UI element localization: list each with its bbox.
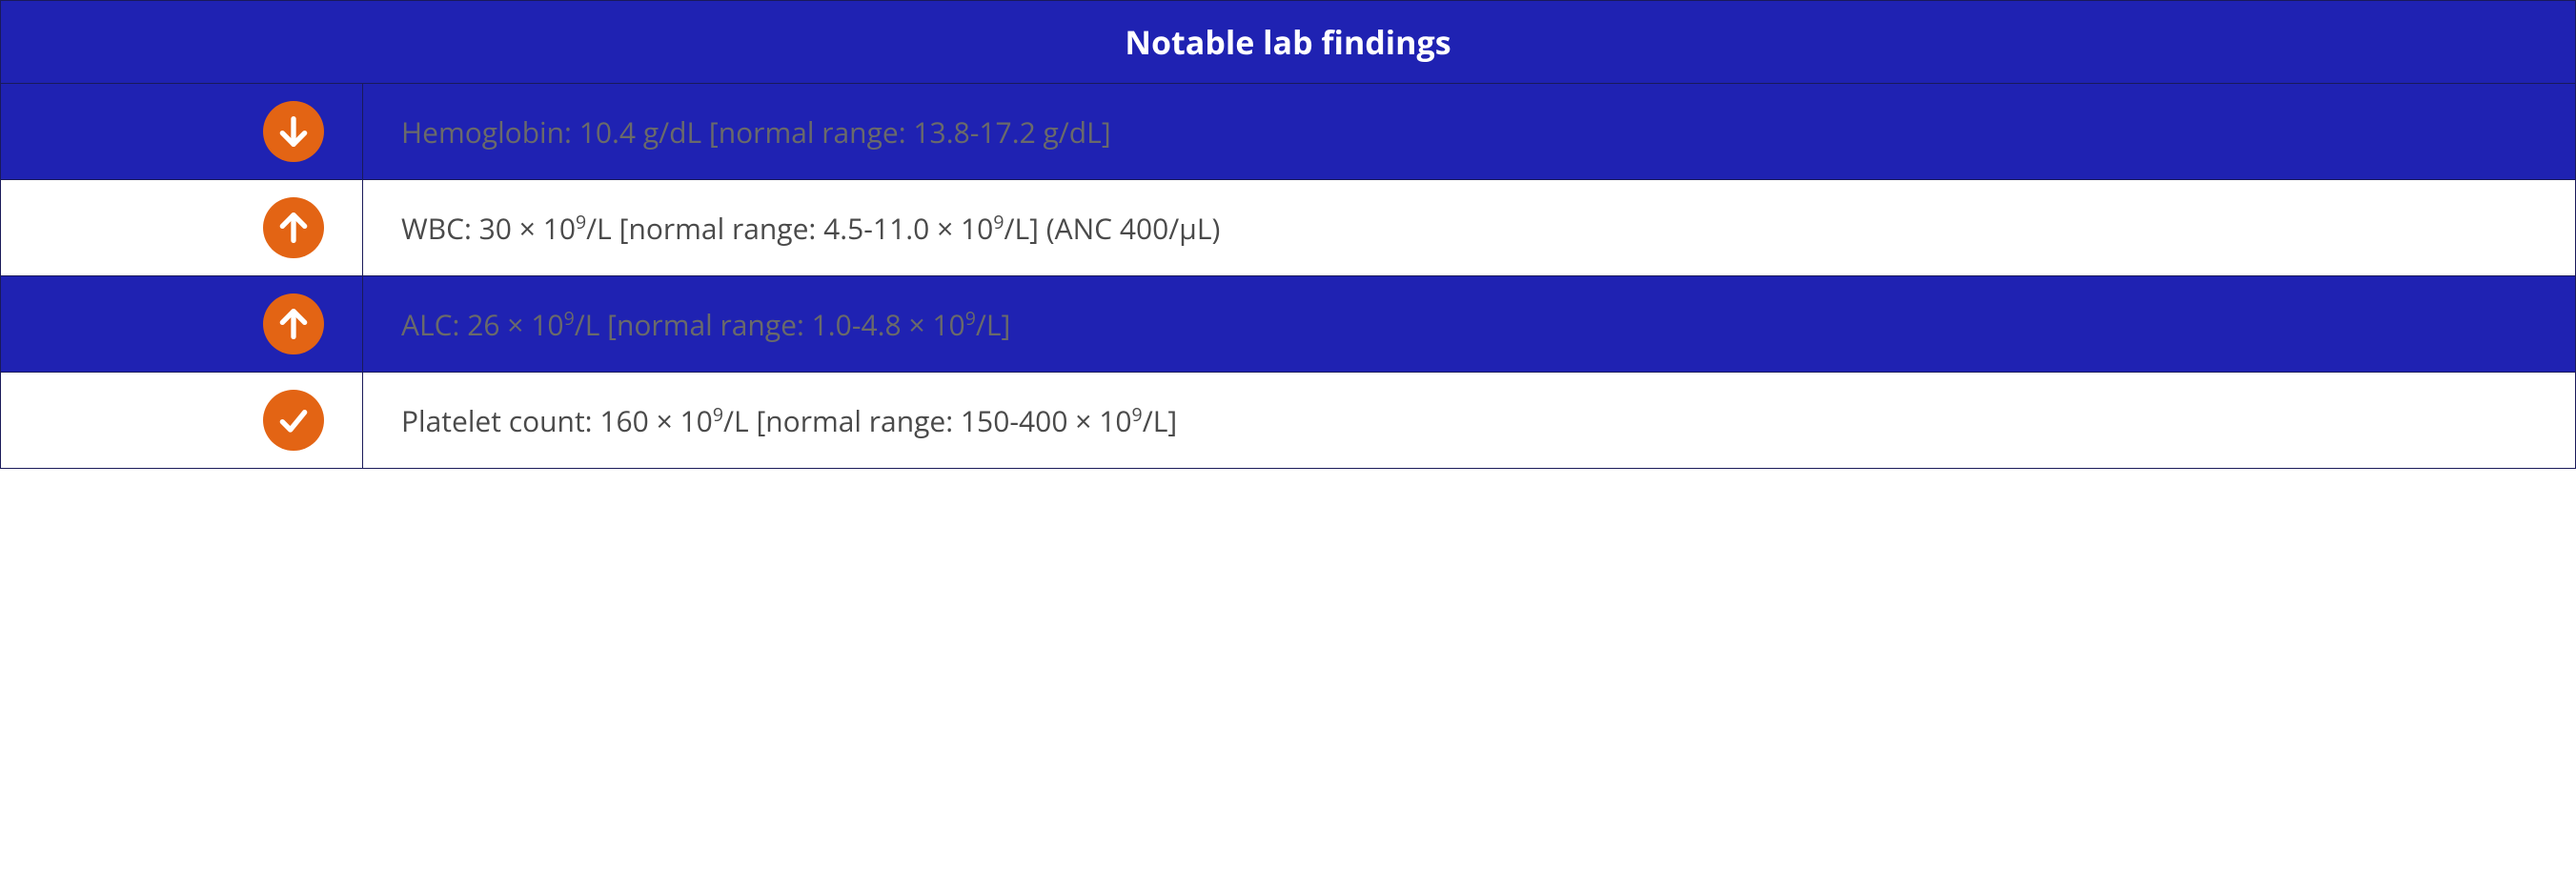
- row-icon-cell: [1, 373, 363, 469]
- lab-findings-table: Notable lab findings Hemoglobin: 10.4 g/…: [0, 0, 2576, 469]
- row-icon-cell: [1, 276, 363, 373]
- table-row: Hemoglobin: 10.4 g/dL [normal range: 13.…: [1, 84, 2576, 180]
- table-row: ALC: 26 × 109/L [normal range: 1.0-4.8 ×…: [1, 276, 2576, 373]
- row-text: Platelet count: 160 × 109/L [normal rang…: [363, 373, 2576, 469]
- row-text: WBC: 30 × 109/L [normal range: 4.5-11.0 …: [363, 180, 2576, 276]
- table-header-row: Notable lab findings: [1, 1, 2576, 84]
- check-icon: [263, 390, 324, 451]
- row-text: Hemoglobin: 10.4 g/dL [normal range: 13.…: [363, 84, 2576, 180]
- arrow-up-icon: [263, 293, 324, 354]
- table-row: Platelet count: 160 × 109/L [normal rang…: [1, 373, 2576, 469]
- arrow-up-icon: [263, 197, 324, 258]
- table-row: WBC: 30 × 109/L [normal range: 4.5-11.0 …: [1, 180, 2576, 276]
- table-title: Notable lab findings: [1, 1, 2576, 84]
- row-icon-cell: [1, 180, 363, 276]
- arrow-down-icon: [263, 101, 324, 162]
- row-text: ALC: 26 × 109/L [normal range: 1.0-4.8 ×…: [363, 276, 2576, 373]
- row-icon-cell: [1, 84, 363, 180]
